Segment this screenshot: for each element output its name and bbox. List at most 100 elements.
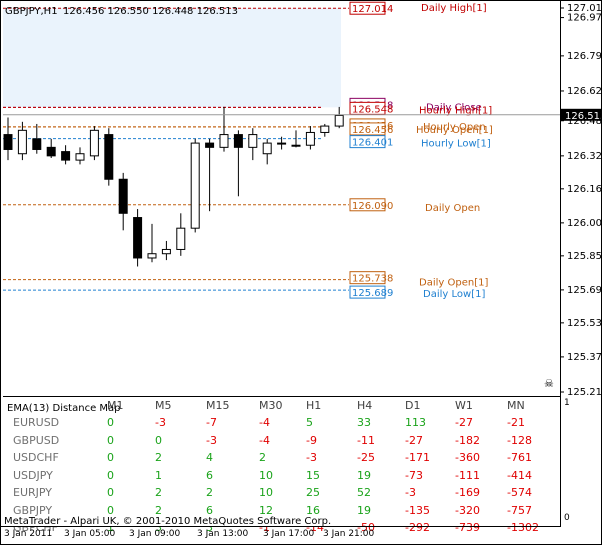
indicator-col-mn: MN <box>507 399 525 412</box>
indicator-cell: 16 <box>306 503 320 517</box>
indicator-cell: 0 <box>107 451 114 464</box>
indicator-cell: -128 <box>507 433 532 447</box>
level-name-label: Hourly Low[1] <box>421 139 491 150</box>
indicator-row-symbol: EURJPY <box>13 486 52 499</box>
indicator-cell: 2 <box>206 486 213 499</box>
candle-body <box>161 248 171 255</box>
current-price-label: 126.513 <box>565 111 601 122</box>
candle-body <box>147 253 157 259</box>
time-tick-label: 3 Jan 09:00 <box>129 529 181 539</box>
level-name-label: Hourly Open <box>423 122 486 133</box>
price-tick-label: 126.625 <box>567 86 601 97</box>
indicator-cell: -761 <box>507 451 532 464</box>
candle-body <box>133 217 143 259</box>
indicator-cell: 1 <box>107 521 114 534</box>
candle-body <box>205 142 215 148</box>
indicator-scale-max: 1 <box>564 398 570 408</box>
indicator-cell: -4 <box>259 416 270 429</box>
level-name-label: Daily Low[1] <box>423 289 485 300</box>
candle-body <box>233 134 243 148</box>
indicator-col-m15: M15 <box>206 399 230 412</box>
price-axis-divider <box>560 1 561 527</box>
candle-body <box>219 134 229 148</box>
indicator-cell: 0 <box>107 416 114 429</box>
indicator-cell: -50 <box>357 521 375 534</box>
level-price-box <box>349 271 386 285</box>
price-tick-label: 126.320 <box>567 151 601 162</box>
level-price-box <box>349 198 386 212</box>
level-price-box <box>349 1 386 15</box>
price-tick-label: 127.015 <box>567 3 601 14</box>
indicator-col-d1: D1 <box>405 399 421 412</box>
price-tick-label: 125.210 <box>567 387 601 396</box>
indicator-col-m5: M5 <box>155 399 172 412</box>
indicator-cell: 1 <box>155 468 162 482</box>
level-price-label: 127.014 <box>352 4 393 15</box>
time-tick-label: 3 Jan 13:00 <box>197 529 249 539</box>
current-price-box <box>561 108 601 121</box>
candle-body <box>89 129 99 157</box>
indicator-cell: -414 <box>507 468 532 482</box>
candle-body <box>334 114 344 127</box>
indicator-row-symbol: GBPUSD <box>13 433 60 447</box>
indicator-row-symbol: GBPJPY <box>13 503 53 517</box>
price-tick-label: 125.850 <box>567 251 601 262</box>
indicator-cell: 19 <box>357 468 371 482</box>
indicator-panel[interactable]: EMA(13) Distance Map M1 M5 M15 M30 H1 H4 D1 W1 M… <box>3 396 560 534</box>
indicator-cell: -9 <box>306 433 317 447</box>
indicator-col-m1: M1 <box>107 399 124 412</box>
indicator-cell: 15 <box>306 468 320 482</box>
indicator-cell: 0 <box>107 486 114 499</box>
indicator-cell: 33 <box>357 416 371 429</box>
price-tick-label: 125.535 <box>567 318 601 329</box>
indicator-cell: -21 <box>507 416 525 429</box>
indicator-cell: -574 <box>507 486 532 499</box>
indicator-cell: -3 <box>405 486 416 499</box>
indicator-cell: 0 <box>107 468 114 482</box>
indicator-scale-min: 0 <box>564 513 570 523</box>
indicator-cell: 2 <box>155 451 162 464</box>
candle-body <box>262 142 272 155</box>
indicator-row-symbol: EURUSD <box>13 416 60 429</box>
indicator-cell: -25 <box>357 451 375 464</box>
candle-body <box>32 138 42 150</box>
time-tick-label: 3 Jan 21:00 <box>323 529 375 539</box>
candle-body <box>104 134 114 180</box>
indicator-cell: 19 <box>357 503 371 517</box>
indicator-cell: -3 <box>155 416 166 429</box>
price-chart[interactable]: 127.014 Daily High[1] 126.548 Daily Close 12… <box>1 1 601 396</box>
price-tick-label: 125.375 <box>567 352 601 363</box>
level-price-box <box>349 285 386 299</box>
indicator-cell: -171 <box>405 451 430 464</box>
candle-body <box>277 142 287 145</box>
indicator-cell: -27 <box>405 433 423 447</box>
price-tick-label: 126.485 <box>567 116 601 127</box>
indicator-col-h1: H1 <box>306 399 322 412</box>
indicator-cell: -757 <box>507 503 532 517</box>
level-price-label: 126.401 <box>352 138 393 149</box>
indicator-col-w1: W1 <box>455 399 473 412</box>
indicator-col-h4: H4 <box>357 399 373 412</box>
indicator-cell: -27 <box>455 416 473 429</box>
indicator-cell: -292 <box>405 521 430 534</box>
indicator-col-m30: M30 <box>259 399 283 412</box>
chart-ohlc-label: 126.456 126.550 126.448 126.513 <box>63 6 238 17</box>
indicator-title: EMA(13) Distance Map <box>7 403 121 414</box>
candle-body <box>75 153 85 161</box>
indicator-cell: 6 <box>206 503 213 517</box>
level-price-box <box>349 135 386 149</box>
indicator-cell: 0 <box>107 503 114 517</box>
level-name-label: Daily Close <box>426 102 482 113</box>
indicator-cell: -11 <box>357 433 375 447</box>
candle-body <box>291 144 301 147</box>
indicator-cell: 4 <box>206 451 213 464</box>
time-tick-label: 3 Jan 2011 <box>4 529 53 539</box>
level-price-label: 125.738 <box>352 274 393 285</box>
indicator-row-symbol: USDCHF <box>13 451 59 464</box>
price-tick-label: 126.165 <box>567 184 601 195</box>
candle-body <box>320 125 330 133</box>
level-price-box <box>349 122 386 136</box>
indicator-cell: 6 <box>206 468 213 482</box>
candle-body <box>17 129 27 155</box>
